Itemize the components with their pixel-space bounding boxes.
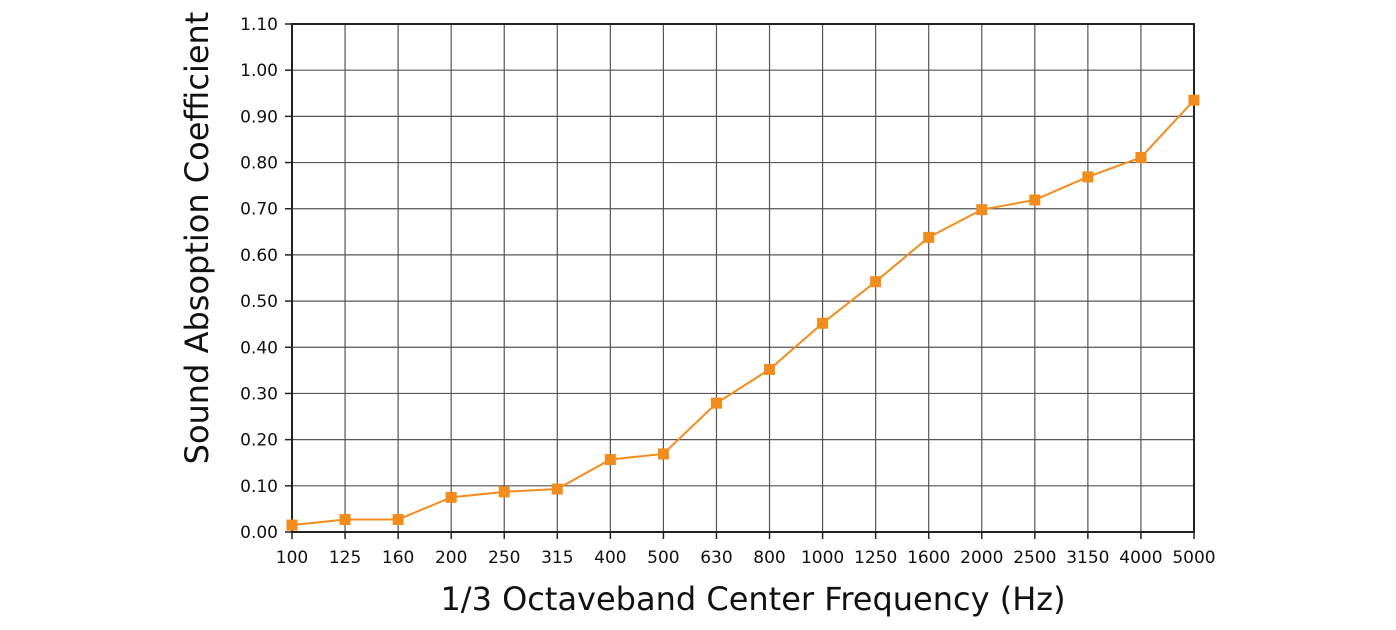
data-point <box>604 453 616 465</box>
data-point <box>392 514 404 526</box>
y-tick-label: 0.50 <box>240 292 278 312</box>
x-tick-label: 1000 <box>801 548 844 568</box>
y-tick-label: 0.40 <box>240 338 278 358</box>
x-tick-label: 315 <box>541 548 573 568</box>
data-point <box>1029 194 1041 206</box>
y-tick-label: 0.90 <box>240 107 278 127</box>
data-point <box>339 514 351 526</box>
series-line-path <box>291 99 1195 527</box>
y-axis-ticks: 0.00 0.10 0.20 0.30 0.40 0.50 0.60 0.70 0.80 0.90… <box>240 15 292 543</box>
grid <box>292 24 1194 532</box>
x-axis-ticks: 100 125 160 200 250 315 400 500 630 800 1000 1250 16… <box>276 532 1216 568</box>
y-axis-title: Sound Absoption Coefficient <box>178 12 216 465</box>
x-tick-label: 2500 <box>1013 548 1056 568</box>
y-tick-label: 0.70 <box>240 200 278 220</box>
data-point <box>764 363 776 375</box>
y-tick-label: 0.20 <box>240 431 278 451</box>
data-point <box>551 483 563 495</box>
data-point <box>710 397 722 409</box>
data-point <box>870 276 882 288</box>
y-tick-label: 0.80 <box>240 154 278 174</box>
y-tick-label: 0.10 <box>240 477 278 497</box>
data-point <box>817 317 829 329</box>
y-tick-label: 0.60 <box>240 246 278 266</box>
x-tick-label: 5000 <box>1172 548 1215 568</box>
data-point <box>1135 151 1147 163</box>
x-tick-label: 1600 <box>907 548 950 568</box>
x-tick-label: 100 <box>276 548 308 568</box>
x-axis-title: 1/3 Octaveband Center Frequency (Hz) <box>440 580 1065 618</box>
x-tick-label: 160 <box>382 548 414 568</box>
x-tick-label: 400 <box>594 548 626 568</box>
data-point <box>286 519 298 531</box>
y-tick-label: 0.30 <box>240 384 278 404</box>
y-tick-label: 1.10 <box>240 15 278 35</box>
y-tick-label: 0.00 <box>240 523 278 543</box>
series-layer <box>286 94 1200 531</box>
data-point <box>923 231 935 243</box>
x-tick-label: 500 <box>647 548 679 568</box>
data-point <box>657 448 669 460</box>
x-tick-label: 2000 <box>960 548 1003 568</box>
data-point <box>498 486 510 498</box>
y-tick-label: 1.00 <box>240 61 278 81</box>
data-point <box>445 491 457 503</box>
x-tick-label: 1250 <box>854 548 897 568</box>
data-point <box>976 204 988 216</box>
x-tick-label: 200 <box>435 548 467 568</box>
x-tick-label: 125 <box>329 548 361 568</box>
x-tick-label: 800 <box>753 548 785 568</box>
data-point <box>1188 94 1200 106</box>
x-tick-label: 630 <box>700 548 732 568</box>
data-point <box>1082 171 1094 183</box>
x-tick-label: 3150 <box>1066 548 1109 568</box>
x-tick-label: 4000 <box>1119 548 1162 568</box>
plot-frame <box>291 23 1195 533</box>
x-tick-label: 250 <box>488 548 520 568</box>
series-line <box>286 94 1200 531</box>
